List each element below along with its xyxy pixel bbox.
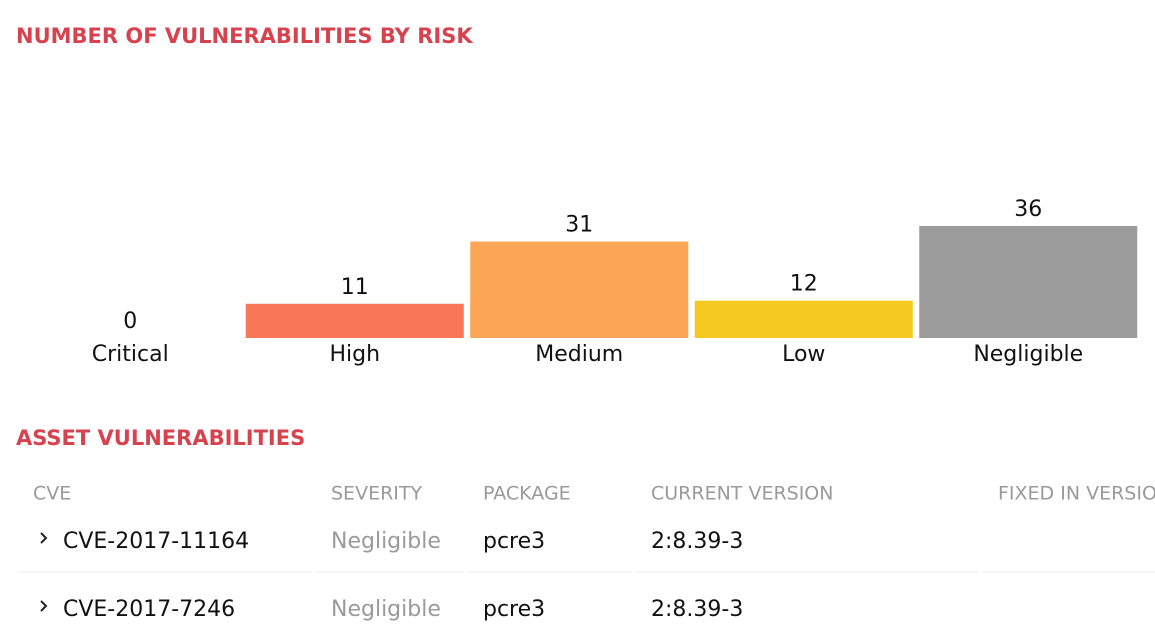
- value-label: 11: [341, 275, 369, 300]
- column-header: PACKAGE: [483, 483, 571, 505]
- category-label: Negligible: [973, 342, 1083, 367]
- column-header: CURRENT VERSION: [651, 483, 833, 505]
- table-cell: pcre3: [483, 597, 545, 622]
- bar: [470, 241, 689, 338]
- table-cell: Negligible: [331, 597, 441, 622]
- value-label: 31: [565, 213, 593, 238]
- table-cell: CVE-2017-7246: [63, 597, 235, 622]
- category-label: High: [329, 342, 380, 367]
- column-header: SEVERITY: [331, 483, 422, 505]
- value-label: 0: [123, 309, 137, 334]
- bar: [245, 303, 464, 338]
- table-cell: Negligible: [331, 529, 441, 554]
- category-label: Medium: [535, 342, 623, 367]
- table-cell: pcre3: [483, 529, 545, 554]
- expand-chevron[interactable]: [40, 532, 48, 544]
- column-header: CVE: [33, 483, 71, 505]
- table-cell: CVE-2017-11164: [63, 529, 249, 554]
- bar: [694, 300, 913, 338]
- category-label: Critical: [92, 342, 169, 367]
- table-cell: 2:8.39-3: [651, 597, 743, 622]
- expand-chevron[interactable]: [40, 600, 48, 612]
- category-label: Low: [782, 342, 825, 367]
- column-header: FIXED IN VERSION: [998, 483, 1155, 505]
- table-title: ASSET VULNERABILITIES: [16, 426, 305, 450]
- chart-title: NUMBER OF VULNERABILITIES BY RISK: [16, 24, 473, 48]
- value-label: 36: [1014, 197, 1042, 222]
- table-cell: 2:8.39-3: [651, 529, 743, 554]
- bar: [919, 226, 1138, 338]
- value-label: 12: [790, 272, 818, 297]
